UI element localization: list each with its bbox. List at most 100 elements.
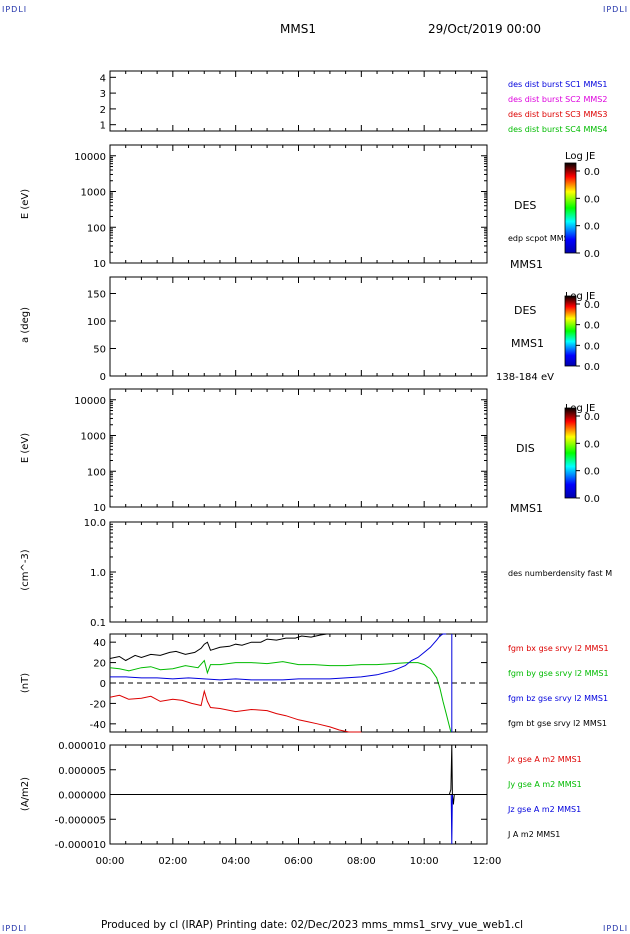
legend-entry-fgm: fgm by gse srvy l2 MMS1 [508,669,609,678]
time-axis-label: 02:00 [158,856,187,867]
y-tick-label-burst: 3 [100,89,106,100]
y-axis-label-density: (cm^-3) [20,549,31,590]
series-line-fgm [110,633,447,681]
y-tick-label-current: -0.000010 [55,840,106,851]
legend-entry-burst: des dist burst SC4 MMS4 [508,125,607,134]
colorbar-tick-label: 0.0 [584,362,600,373]
colorbar-tick-label: 0.0 [584,494,600,505]
datetime-title: 29/Oct/2019 00:00 [428,22,542,36]
y-tick-label-dis-energy: 10000 [74,396,106,407]
colorbar-gradient [564,162,577,254]
y-tick-label-dis-energy: 100 [87,467,106,478]
y-tick-label-burst: 2 [100,105,106,116]
panel-frame-des-pitch [109,276,488,377]
panel-side-label: DIS [516,442,535,455]
time-axis-label: 04:00 [221,856,250,867]
y-tick-label-des-pitch: 150 [87,290,106,301]
y-tick-label-current: 0.000010 [58,741,106,752]
footer-credits: Produced by cl (IRAP) Printing date: 02/… [101,919,524,931]
legend-entry-burst: des dist burst SC2 MMS2 [508,95,607,104]
colorbar-title: Log JE [565,403,595,414]
series-line-fgm [109,633,330,662]
y-tick-label-des-energy: 10 [93,259,106,270]
legend-entry-current: Jy gse A m2 MMS1 [507,780,582,789]
corner-label-top-right: IPDLI [603,5,629,14]
colorbar-tick-label: 0.0 [584,439,600,450]
legend-entry-density: des numberdensity fast M [508,569,612,578]
legend-entry-current: Jz gse A m2 MMS1 [507,805,581,814]
time-axis-label: 12:00 [473,856,502,867]
panel-side-label: edp scpot MMS1 [508,234,574,243]
panel-frame-density [109,521,488,623]
y-tick-label-current: 0.000000 [58,791,106,802]
series-line-current [110,794,487,845]
y-axis-label-des-pitch: a (deg) [20,307,31,343]
y-tick-label-des-energy: 10000 [74,152,106,163]
legend-entry-fgm: fgm bt gse srvy l2 MMS1 [508,719,607,728]
y-tick-label-des-pitch: 50 [93,345,106,356]
y-tick-label-des-pitch: 100 [87,317,106,328]
colorbar-tick-label: 0.0 [584,167,600,178]
y-tick-label-des-pitch: 0 [100,372,106,383]
y-tick-label-fgm: 20 [93,659,106,670]
colorbar-tick-label: 0.0 [584,194,600,205]
y-tick-label-dis-energy: 10 [93,503,106,514]
legend-entry-burst: des dist burst SC3 MMS3 [508,110,607,119]
y-tick-label-des-energy: 100 [87,223,106,234]
panel-frame-des-energy [109,144,488,264]
colorbar-tick-label: 0.0 [584,222,600,233]
y-tick-label-fgm: 40 [93,638,106,649]
panel-frame-dis-energy [109,388,488,508]
y-tick-label-des-energy: 1000 [81,188,106,199]
colorbar-tick-label: 0.0 [584,467,600,478]
spacecraft-title: MMS1 [280,22,316,36]
colorbar-tick-label: 0.0 [584,341,600,352]
colorbar-tick-label: 0.0 [584,321,600,332]
y-tick-label-dis-energy: 1000 [81,432,106,443]
y-axis-label-des-energy: E (eV) [20,189,31,219]
legend-entry-burst: des dist burst SC1 MMS1 [508,80,607,89]
panel-side-label: 138-184 eV [496,372,554,383]
corner-label-bottom-left: IPDLI [2,924,28,933]
panel-side-label: DES [514,199,536,212]
y-tick-label-current: -0.000005 [55,815,106,826]
y-tick-label-burst: 1 [100,121,106,132]
panel-side-label: MMS1 [511,337,544,350]
panel-side-label: MMS1 [510,502,543,515]
y-axis-label-fgm: (nT) [20,673,31,693]
y-tick-label-density: 1.0 [90,568,106,579]
legend-entry-fgm: fgm bz gse srvy l2 MMS1 [508,694,608,703]
series-line-current [110,744,487,805]
colorbar-gradient [564,295,577,367]
y-tick-label-fgm: -40 [90,720,106,731]
colorbar-tick-label: 0.0 [584,300,600,311]
time-axis-label: 10:00 [410,856,439,867]
corner-label-top-left: IPDLI [2,5,28,14]
colorbar-title: Log JE [565,291,595,302]
y-tick-label-density: 0.1 [90,618,106,629]
time-axis-label: 00:00 [96,856,125,867]
time-axis-label: 08:00 [347,856,376,867]
panel-frame-burst [109,70,488,132]
y-tick-label-burst: 4 [100,73,106,84]
series-line-fgm [109,659,452,733]
series-line-fgm [109,689,362,733]
y-tick-label-fgm: -20 [90,699,106,710]
legend-entry-current: Jx gse A m2 MMS1 [507,755,582,764]
legend-entry-current: J A m2 MMS1 [507,830,560,839]
panel-side-label: DES [514,304,536,317]
corner-label-bottom-right: IPDLI [603,924,629,933]
y-tick-label-density: 10.0 [84,518,106,529]
time-axis-label: 06:00 [284,856,313,867]
colorbar-tick-label: 0.0 [584,249,600,260]
colorbar-tick-label: 0.0 [584,412,600,423]
legend-entry-fgm: fgm bx gse srvy l2 MMS1 [508,644,609,653]
panel-side-label: MMS1 [510,258,543,271]
y-axis-label-dis-energy: E (eV) [20,433,31,463]
y-axis-label-current: (A/m2) [20,777,31,811]
y-tick-label-current: 0.000005 [58,766,106,777]
y-tick-label-fgm: 0 [100,679,106,690]
colorbar-gradient [564,407,577,499]
colorbar-title: Log JE [565,151,595,162]
